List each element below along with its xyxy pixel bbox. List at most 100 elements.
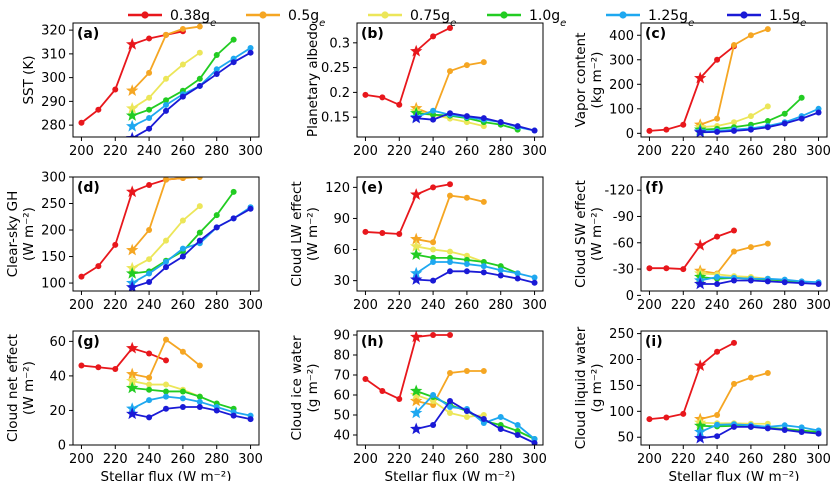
data-point: [497, 414, 504, 420]
data-point: [764, 124, 771, 131]
series-1.25ge: [126, 44, 254, 132]
data-point: [463, 62, 470, 69]
series-0.75ge: [126, 49, 203, 114]
data-point: [798, 280, 805, 287]
data-point: [747, 113, 754, 120]
data-point: [95, 364, 102, 371]
data-point: [764, 26, 771, 33]
y-axis-label: (W m⁻²): [21, 207, 37, 261]
data-point: [163, 357, 169, 364]
x-tick-label: 220: [103, 452, 128, 467]
series-1.5ge: [410, 110, 538, 134]
data-point: [430, 277, 437, 284]
data-point: [714, 56, 721, 63]
data-point: [798, 94, 805, 101]
y-tick-label: 300: [41, 71, 66, 86]
series-0.5ge: [410, 192, 487, 246]
series-0.38ge: [646, 227, 737, 273]
data-point: [798, 429, 805, 436]
data-point: [430, 33, 437, 40]
data-point: [714, 421, 721, 428]
series-0.5ge: [694, 240, 771, 277]
x-tick-label: 240: [705, 298, 730, 313]
data-point-star: [694, 419, 707, 432]
y-tick-label: 150: [609, 379, 634, 394]
y-tick-label: 80: [333, 349, 350, 364]
y-tick-label: 200: [41, 224, 66, 239]
panel-label: (i): [645, 334, 663, 350]
data-point-star: [694, 125, 707, 137]
legend-marker: [259, 11, 267, 19]
y-tick-label: 0: [626, 289, 634, 304]
data-point-star: [694, 238, 707, 251]
series-line: [131, 208, 251, 289]
x-tick-label: 200: [637, 144, 662, 159]
data-point: [430, 239, 437, 246]
data-point: [396, 231, 403, 237]
x-tick-label: 240: [137, 144, 162, 159]
data-point: [196, 362, 203, 369]
data-point: [379, 229, 386, 236]
data-point-star: [126, 381, 139, 394]
data-point: [480, 59, 487, 66]
data-point-star: [126, 407, 139, 420]
x-tick-label: 280: [204, 298, 229, 313]
x-tick-label: 220: [103, 144, 128, 159]
y-axis-label: Cloud SW effect: [573, 180, 589, 288]
data-point: [531, 127, 538, 134]
x-axis-label: Stellar flux (W m⁻²): [101, 469, 232, 481]
x-tick-label: 240: [421, 298, 446, 313]
series-1.5ge: [694, 423, 822, 444]
data-point-star: [126, 185, 139, 198]
series-line: [649, 229, 735, 271]
data-point: [646, 127, 653, 134]
x-tick-label: 220: [671, 144, 696, 159]
y-tick-label: 300: [41, 171, 66, 186]
x-tick-label: 300: [806, 298, 831, 313]
data-point: [447, 404, 453, 410]
plot-area: [78, 177, 254, 291]
data-point: [112, 86, 119, 93]
data-point: [179, 93, 186, 100]
y-tick-label: 40: [49, 369, 66, 384]
data-point: [163, 101, 169, 108]
panel-label: (d): [77, 180, 100, 196]
y-tick-label: 120: [325, 181, 350, 196]
data-point: [146, 270, 153, 277]
series-1.0ge: [126, 381, 237, 412]
panel-label: (c): [645, 26, 666, 42]
data-point-star: [126, 374, 139, 387]
data-point: [447, 410, 453, 416]
data-point: [163, 264, 169, 271]
data-point: [497, 426, 504, 432]
data-point: [480, 258, 487, 265]
x-tick-label: 300: [238, 144, 263, 159]
x-tick-label: 280: [204, 452, 229, 467]
x-axis-label: Stellar flux (W m⁻²): [669, 469, 800, 481]
data-point-star: [410, 232, 423, 245]
x-tick-label: 260: [454, 452, 479, 467]
series-line: [699, 372, 769, 420]
data-point: [463, 261, 470, 268]
axes-frame: [356, 330, 544, 446]
data-point: [146, 381, 153, 388]
data-point-star: [410, 239, 423, 252]
panel: 200 220 240 260 280 300 30 60 90 120 (e) Cloud LW e…: [289, 176, 547, 313]
axes-frame: [72, 330, 260, 446]
legend-label-main: 1.5g: [769, 8, 800, 24]
x-tick-label: 280: [772, 144, 797, 159]
data-point: [463, 256, 470, 263]
data-point: [480, 115, 487, 122]
y-axis-label: (W m⁻²): [589, 207, 605, 261]
y-tick-label: 90: [333, 329, 350, 344]
data-point: [196, 177, 203, 180]
y-tick-label: 60: [49, 335, 66, 350]
data-point: [163, 336, 169, 343]
data-point: [714, 411, 721, 418]
plot-area: [78, 23, 254, 137]
legend-label: 0.5ge: [288, 8, 325, 29]
series-1.5ge: [410, 268, 538, 286]
data-point: [163, 31, 169, 38]
data-point-star: [126, 131, 139, 137]
x-tick-label: 240: [137, 452, 162, 467]
